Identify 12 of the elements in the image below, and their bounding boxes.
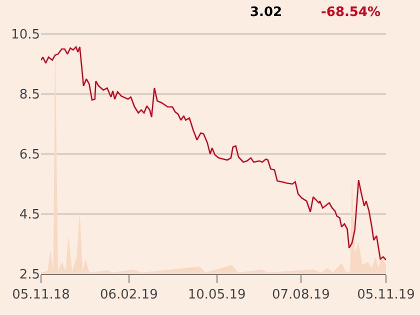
x-tick-label: 07.08.19 xyxy=(272,288,330,303)
text: 3.02 xyxy=(250,5,282,20)
x-tick-label: 05.11.19 xyxy=(357,288,415,303)
y-tick-label: 8.5 xyxy=(19,88,40,103)
y-tick-label: 10.5 xyxy=(11,28,40,43)
x-tick-label: 10.05.19 xyxy=(188,288,246,303)
x-tick-label: 05.11.18 xyxy=(12,288,70,303)
y-tick-label: 4.5 xyxy=(19,208,40,223)
y-tick-label: 2.5 xyxy=(19,268,40,283)
y-tick-label: 6.5 xyxy=(19,148,40,163)
x-tick-label: 06.02.19 xyxy=(100,288,158,303)
text: -68.54% xyxy=(321,5,381,20)
